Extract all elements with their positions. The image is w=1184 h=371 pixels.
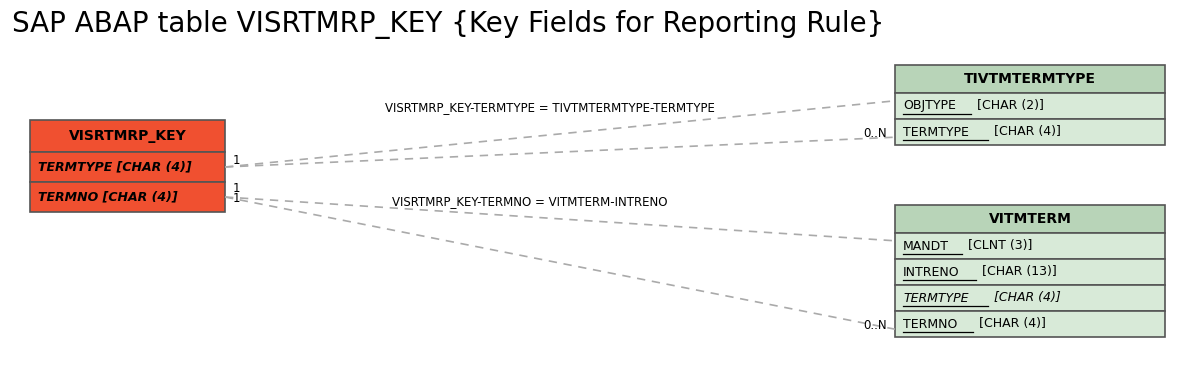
Text: 0..N: 0..N [863, 127, 887, 140]
Text: VISRTMRP_KEY-TERMNO = VITMTERM-INTRENO: VISRTMRP_KEY-TERMNO = VITMTERM-INTRENO [392, 196, 668, 209]
Text: 1: 1 [233, 154, 240, 167]
FancyBboxPatch shape [895, 311, 1165, 337]
Text: 1: 1 [233, 183, 240, 196]
FancyBboxPatch shape [895, 93, 1165, 119]
Text: [CHAR (4)]: [CHAR (4)] [990, 125, 1061, 138]
Text: VISRTMRP_KEY-TERMTYPE = TIVTMTERMTYPE-TERMTYPE: VISRTMRP_KEY-TERMTYPE = TIVTMTERMTYPE-TE… [385, 102, 715, 115]
Text: SAP ABAP table VISRTMRP_KEY {Key Fields for Reporting Rule}: SAP ABAP table VISRTMRP_KEY {Key Fields … [12, 10, 884, 39]
Text: TERMNO: TERMNO [903, 318, 958, 331]
FancyBboxPatch shape [895, 119, 1165, 145]
FancyBboxPatch shape [30, 182, 225, 212]
Text: [CHAR (2)]: [CHAR (2)] [973, 99, 1044, 112]
Text: TERMNO [CHAR (4)]: TERMNO [CHAR (4)] [38, 190, 178, 204]
FancyBboxPatch shape [895, 285, 1165, 311]
Text: [CHAR (4)]: [CHAR (4)] [976, 318, 1045, 331]
FancyBboxPatch shape [30, 120, 225, 152]
FancyBboxPatch shape [895, 65, 1165, 93]
FancyBboxPatch shape [895, 233, 1165, 259]
Text: [CLNT (3)]: [CLNT (3)] [964, 240, 1032, 253]
Text: TERMTYPE [CHAR (4)]: TERMTYPE [CHAR (4)] [38, 161, 192, 174]
Text: TERMTYPE: TERMTYPE [903, 125, 969, 138]
Text: TIVTMTERMTYPE: TIVTMTERMTYPE [964, 72, 1096, 86]
Text: MANDT: MANDT [903, 240, 950, 253]
Text: [CHAR (4)]: [CHAR (4)] [990, 292, 1060, 305]
FancyBboxPatch shape [895, 259, 1165, 285]
Text: TERMTYPE: TERMTYPE [903, 292, 969, 305]
Text: VITMTERM: VITMTERM [989, 212, 1072, 226]
Text: INTRENO: INTRENO [903, 266, 959, 279]
Text: 1: 1 [233, 193, 240, 206]
FancyBboxPatch shape [30, 152, 225, 182]
FancyBboxPatch shape [895, 205, 1165, 233]
Text: 0..N: 0..N [863, 319, 887, 332]
Text: OBJTYPE: OBJTYPE [903, 99, 955, 112]
Text: [CHAR (13)]: [CHAR (13)] [978, 266, 1057, 279]
Text: VISRTMRP_KEY: VISRTMRP_KEY [69, 129, 186, 143]
